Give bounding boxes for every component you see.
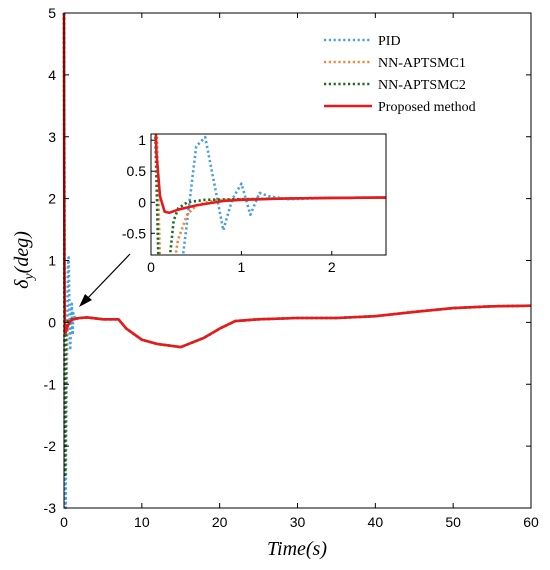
inset-y-tick-label-0: -0.5 — [122, 225, 146, 241]
inset-x-tick-label-1: 1 — [237, 259, 245, 275]
y-axis-label-main: δ — [11, 279, 33, 289]
y-tick-label-2: -1 — [44, 376, 57, 392]
series-line-3 — [62, 12, 532, 349]
x-tick-label-2: 20 — [212, 514, 228, 530]
inset-y-tick-label-2: 0.5 — [127, 163, 147, 179]
x-tick-label-0: 0 — [60, 514, 68, 530]
inset-x-ticks: 0 1 2 — [147, 251, 336, 275]
inset-plot-area — [151, 134, 386, 255]
inset-plot-frame — [150, 133, 387, 256]
y-axis-label: δy(deg) — [11, 231, 37, 289]
x-tick-label-6: 60 — [523, 514, 539, 530]
y-axis-label-rest: (deg) — [11, 231, 33, 274]
y-tick-label-0: -3 — [44, 500, 57, 516]
legend-label-2: NN-APTSMC2 — [378, 78, 466, 93]
x-axis-label: Time(s) — [267, 538, 327, 560]
y-axis-label-sub: y — [22, 273, 37, 282]
main-x-ticks: 0 10 20 30 40 50 60 — [60, 13, 539, 530]
legend-box — [318, 26, 525, 120]
x-tick-label-3: 30 — [290, 514, 306, 530]
y-tick-label-1: -2 — [44, 438, 57, 454]
legend-items: PID NN-APTSMC1 NN-APTSMC2 Proposed method — [324, 34, 476, 115]
x-tick-label-1: 10 — [134, 514, 150, 530]
arrow-shaft — [84, 253, 131, 302]
y-tick-label-5: 2 — [48, 191, 56, 207]
legend-label-0: PID — [378, 34, 401, 49]
legend: PID NN-APTSMC1 NN-APTSMC2 Proposed method — [318, 26, 525, 120]
x-tick-label-4: 40 — [368, 514, 384, 530]
inset-y-tick-label-1: 0 — [138, 194, 146, 210]
inset-series-line-3 — [154, 134, 386, 215]
y-tick-label-8: 5 — [48, 5, 56, 21]
inset-x-tick-label-0: 0 — [147, 259, 155, 275]
main-y-ticks: -3 -2 -1 0 1 2 3 4 5 — [44, 5, 531, 516]
inset-x-tick-label-2: 2 — [328, 259, 336, 275]
annotation-arrow — [79, 253, 131, 307]
inset-y-tick-label-3: 1 — [138, 132, 146, 148]
legend-label-1: NN-APTSMC1 — [378, 56, 466, 71]
legend-label-3: Proposed method — [378, 100, 476, 115]
arrow-head — [79, 294, 92, 307]
y-tick-label-7: 4 — [48, 67, 56, 83]
inset-series-line-1 — [155, 134, 386, 255]
y-tick-label-4: 1 — [48, 253, 56, 269]
main-series-group — [62, 12, 532, 510]
inset-y-ticks: -0.5 0 0.5 1 — [122, 132, 155, 241]
inset-series-group — [154, 134, 386, 255]
y-tick-label-3: 0 — [48, 314, 56, 330]
y-tick-label-6: 3 — [48, 129, 56, 145]
x-tick-label-5: 50 — [445, 514, 461, 530]
inset-plot: -0.5 0 0.5 1 0 1 2 — [122, 132, 387, 275]
